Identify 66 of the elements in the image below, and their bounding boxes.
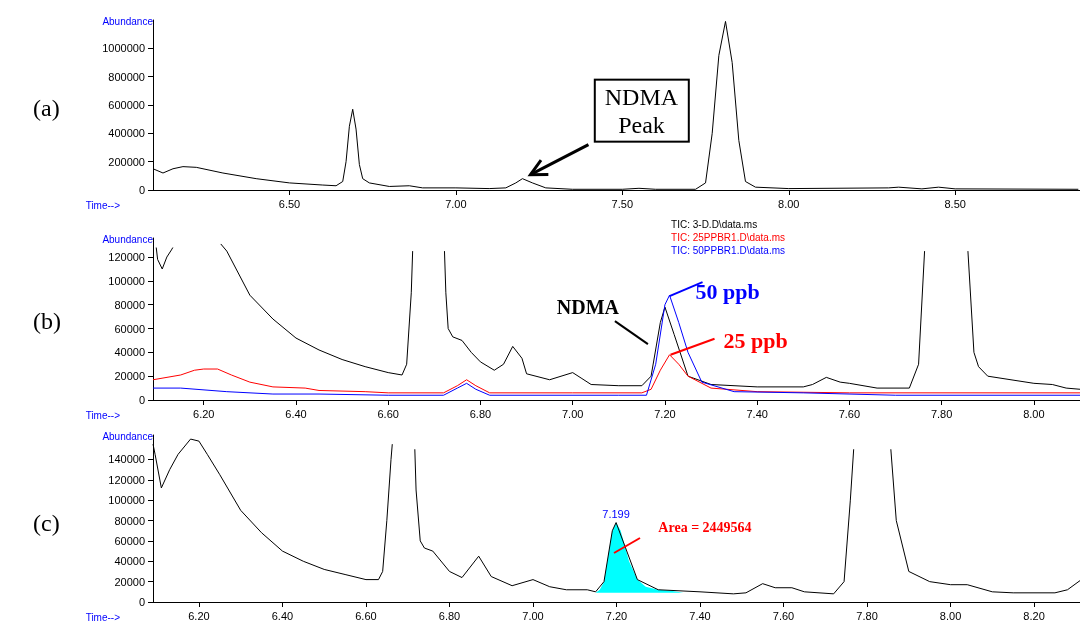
text: (b) bbox=[33, 307, 61, 334]
x-tick-label: 6.60 bbox=[355, 609, 377, 622]
x-tick-label: 7.00 bbox=[561, 407, 584, 420]
y-tick-label: 120000 bbox=[108, 251, 145, 264]
y-tick-label: 60000 bbox=[114, 534, 145, 547]
x-tick-label: 7.20 bbox=[654, 407, 676, 420]
x-tick-label: 7.60 bbox=[838, 407, 861, 420]
y-tick-label: 40000 bbox=[114, 555, 145, 568]
y-axis-title: Abundance bbox=[102, 430, 154, 442]
annotation: 25 ppb bbox=[723, 327, 788, 353]
x-tick-label: 7.00 bbox=[445, 197, 467, 210]
y-tick-label: 60000 bbox=[114, 322, 145, 335]
y-tick-label: 1000000 bbox=[102, 42, 145, 55]
x-tick-label: 8.20 bbox=[1023, 609, 1045, 622]
y-tick-label: 100000 bbox=[108, 274, 145, 287]
x-axis-title: Time--> bbox=[85, 409, 121, 421]
text: (c) bbox=[33, 509, 60, 536]
annotation: NDMA bbox=[556, 296, 620, 319]
x-axis-title: Time--> bbox=[85, 199, 121, 211]
annotation: NDMA Peak bbox=[604, 83, 679, 138]
x-tick-label: 7.00 bbox=[522, 609, 544, 622]
y-tick-label: 200000 bbox=[108, 155, 145, 168]
y-tick-label: 80000 bbox=[114, 514, 145, 527]
y-tick-label: 120000 bbox=[108, 473, 145, 486]
y-tick-label: 0 bbox=[138, 394, 145, 406]
text: TIC: 25PPBR1.D\data.ms bbox=[671, 231, 786, 243]
x-tick-label: 7.40 bbox=[746, 407, 768, 420]
x-tick-label: 6.50 bbox=[278, 197, 301, 210]
y-tick-label: 0 bbox=[138, 184, 145, 196]
x-tick-label: 8.00 bbox=[778, 197, 800, 210]
y-tick-label: 0 bbox=[138, 596, 145, 608]
x-tick-label: 7.80 bbox=[856, 609, 878, 622]
y-tick-label: 20000 bbox=[114, 575, 145, 588]
text: TIC: 50PPBR1.D\data.ms bbox=[671, 244, 786, 256]
text: (a) bbox=[33, 94, 60, 121]
x-tick-label: 8.50 bbox=[944, 197, 966, 210]
y-tick-label: 100000 bbox=[108, 494, 145, 507]
x-tick-label: 8.00 bbox=[1023, 407, 1045, 420]
y-tick-label: 40000 bbox=[114, 346, 145, 359]
y-axis-title: Abundance bbox=[102, 15, 154, 27]
y-axis-title: Abundance bbox=[102, 233, 154, 245]
x-tick-label: 6.80 bbox=[469, 407, 492, 420]
y-tick-label: 400000 bbox=[108, 127, 145, 140]
x-axis-title: Time--> bbox=[85, 611, 121, 622]
x-tick-label: 7.60 bbox=[772, 609, 795, 622]
x-tick-label: 7.20 bbox=[605, 609, 628, 622]
x-tick-label: 7.80 bbox=[930, 407, 953, 420]
y-tick-label: 600000 bbox=[108, 99, 145, 111]
y-tick-label: 80000 bbox=[114, 298, 145, 311]
annotation: Area = 2449564 bbox=[658, 519, 752, 535]
x-tick-label: 6.20 bbox=[188, 609, 210, 622]
y-tick-label: 800000 bbox=[108, 70, 145, 83]
x-tick-label: 6.60 bbox=[377, 407, 399, 420]
x-tick-label: 6.40 bbox=[271, 609, 294, 622]
x-tick-label: 7.40 bbox=[689, 609, 711, 622]
annotation: 7.199 bbox=[602, 507, 630, 520]
x-tick-label: 6.40 bbox=[285, 407, 307, 420]
y-tick-label: 20000 bbox=[114, 370, 145, 383]
x-tick-label: 8.00 bbox=[939, 609, 962, 622]
annotation: 50 ppb bbox=[695, 278, 760, 304]
x-tick-label: 6.20 bbox=[193, 407, 215, 420]
text: TIC: 3-D.D\data.ms bbox=[671, 218, 758, 230]
y-tick-label: 140000 bbox=[108, 453, 145, 466]
x-tick-label: 7.50 bbox=[611, 197, 634, 210]
line-series bbox=[152, 354, 1080, 394]
x-tick-label: 6.80 bbox=[438, 609, 461, 622]
